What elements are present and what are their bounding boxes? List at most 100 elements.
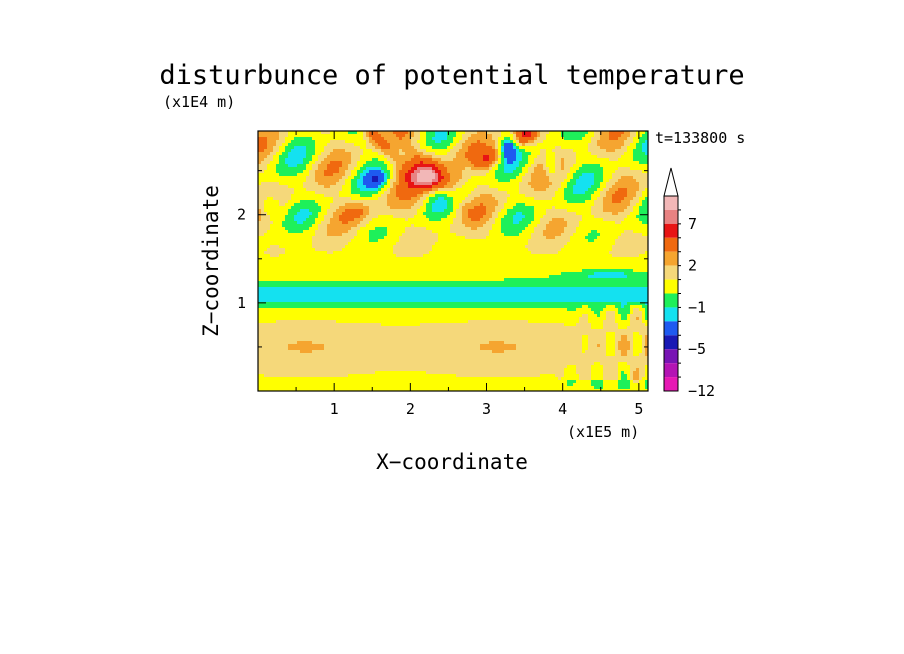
field-cell (333, 149, 346, 153)
field-cell (639, 200, 643, 204)
field-cell (600, 191, 607, 195)
field-cell (396, 170, 400, 174)
field-cell (585, 350, 607, 354)
field-cell (489, 155, 496, 159)
field-cell (408, 170, 415, 174)
field-cell (522, 212, 535, 216)
field-cell (501, 152, 505, 156)
field-cell (510, 194, 526, 198)
field-cell (615, 221, 622, 225)
field-cell (594, 179, 604, 183)
field-cell (357, 230, 370, 234)
field-cell (390, 206, 412, 210)
field-cell (324, 194, 340, 198)
field-cell (393, 170, 397, 174)
field-cell (645, 344, 648, 348)
x-tick-label: 4 (558, 400, 567, 418)
field-cell (540, 134, 547, 138)
field-cell (600, 185, 607, 189)
field-cell (411, 137, 421, 141)
field-cell (405, 152, 424, 156)
field-cell (531, 251, 559, 255)
field-cell (417, 194, 424, 198)
field-cell (435, 176, 439, 180)
field-cell (369, 236, 385, 240)
field-cell (621, 305, 625, 309)
field-cell (465, 197, 475, 201)
field-cell (258, 314, 583, 318)
field-cell (267, 212, 289, 216)
field-cell (258, 317, 580, 321)
field-cell (342, 212, 364, 216)
field-cell (576, 365, 592, 369)
field-cell (258, 245, 271, 249)
field-cell (549, 167, 556, 171)
field-cell (516, 134, 523, 138)
field-cell (591, 152, 625, 156)
field-cell (270, 218, 286, 222)
field-cell (645, 323, 648, 327)
field-cell (612, 194, 628, 198)
field-cell (429, 191, 436, 195)
field-cell (285, 251, 328, 255)
field-cell (588, 131, 595, 135)
field-cell (534, 140, 544, 144)
field-cell (258, 266, 648, 270)
field-cell (618, 188, 628, 192)
field-cell (285, 248, 316, 252)
field-cell (537, 224, 547, 228)
field-cell (498, 203, 505, 207)
field-cell (321, 221, 331, 225)
field-cell (390, 179, 397, 183)
field-cell (393, 131, 409, 135)
field-cell (603, 203, 631, 207)
field-cell (357, 170, 364, 174)
field-cell (498, 215, 505, 219)
field-cell (345, 140, 367, 144)
field-cell (258, 239, 313, 243)
field-cell (432, 203, 448, 207)
field-cell (450, 230, 490, 234)
field-cell (615, 311, 619, 315)
field-cell (630, 311, 634, 315)
field-cell (618, 311, 631, 315)
field-cell (576, 161, 640, 165)
plot-frame (257, 130, 649, 392)
field-cell (561, 161, 565, 165)
field-cell (315, 200, 334, 204)
field-cell (636, 203, 643, 207)
field-cell (576, 182, 595, 186)
field-cell (453, 218, 463, 222)
field-cell (345, 245, 394, 249)
field-cell (600, 311, 607, 315)
field-cell (594, 134, 601, 138)
field-cell (426, 371, 565, 375)
field-cell (312, 212, 319, 216)
field-cell (606, 311, 616, 315)
field-cell (582, 338, 589, 342)
field-cell (372, 143, 379, 147)
field-cell (627, 338, 634, 342)
field-cell (396, 176, 400, 180)
field-cell (615, 170, 643, 174)
field-cell (582, 350, 586, 354)
field-cell (369, 134, 382, 138)
field-cell (588, 143, 598, 147)
field-cell (315, 161, 322, 165)
field-cell (360, 221, 370, 225)
field-cell (639, 209, 648, 213)
field-cell (630, 383, 646, 387)
field-cell (597, 230, 625, 234)
field-cell (555, 194, 565, 198)
field-cell (480, 344, 517, 348)
colorbar-segment (664, 223, 678, 238)
field-cell (462, 215, 469, 219)
field-cell (279, 203, 286, 207)
field-cell (600, 182, 607, 186)
field-cell (603, 179, 610, 183)
field-cell (324, 149, 334, 153)
field-cell (432, 230, 451, 234)
field-cell (258, 152, 271, 156)
field-cell (258, 263, 648, 267)
field-cell (456, 212, 463, 216)
